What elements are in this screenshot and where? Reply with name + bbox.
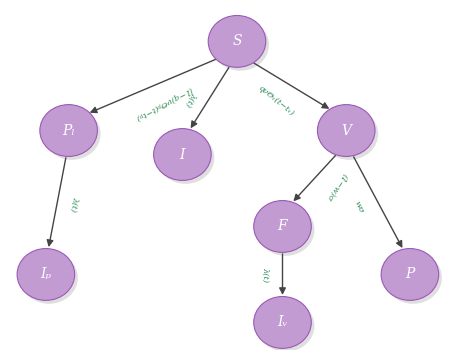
Ellipse shape xyxy=(211,19,269,71)
Text: (1−w)σ: (1−w)σ xyxy=(325,171,349,202)
Text: I: I xyxy=(180,147,185,161)
Ellipse shape xyxy=(384,252,442,304)
Ellipse shape xyxy=(254,297,311,348)
Ellipse shape xyxy=(154,129,211,180)
Ellipse shape xyxy=(43,108,100,160)
Text: F: F xyxy=(278,220,287,233)
Text: λ(t): λ(t) xyxy=(261,267,269,282)
Text: Iᵥ: Iᵥ xyxy=(277,316,288,330)
Text: V: V xyxy=(341,124,351,137)
Text: S: S xyxy=(232,34,242,49)
Ellipse shape xyxy=(257,204,314,256)
Ellipse shape xyxy=(157,132,214,184)
Text: (1−q)νΘₚ(t−tₚ): (1−q)νΘₚ(t−tₚ) xyxy=(134,85,194,121)
Text: Pₗ: Pₗ xyxy=(62,124,75,137)
Ellipse shape xyxy=(20,252,78,304)
Text: qνΘᵥ(t−tᵥ): qνΘᵥ(t−tᵥ) xyxy=(256,84,295,117)
Ellipse shape xyxy=(257,300,314,352)
Text: Iₚ: Iₚ xyxy=(40,267,51,281)
Text: wσ: wσ xyxy=(352,200,365,215)
Ellipse shape xyxy=(17,248,75,300)
Text: λ(t): λ(t) xyxy=(184,91,198,108)
Text: λ(t): λ(t) xyxy=(69,196,80,212)
Ellipse shape xyxy=(381,248,439,300)
Ellipse shape xyxy=(40,105,98,156)
Ellipse shape xyxy=(208,15,266,67)
Ellipse shape xyxy=(318,105,375,156)
Ellipse shape xyxy=(254,201,311,252)
Ellipse shape xyxy=(320,108,378,160)
Text: P: P xyxy=(405,267,415,281)
